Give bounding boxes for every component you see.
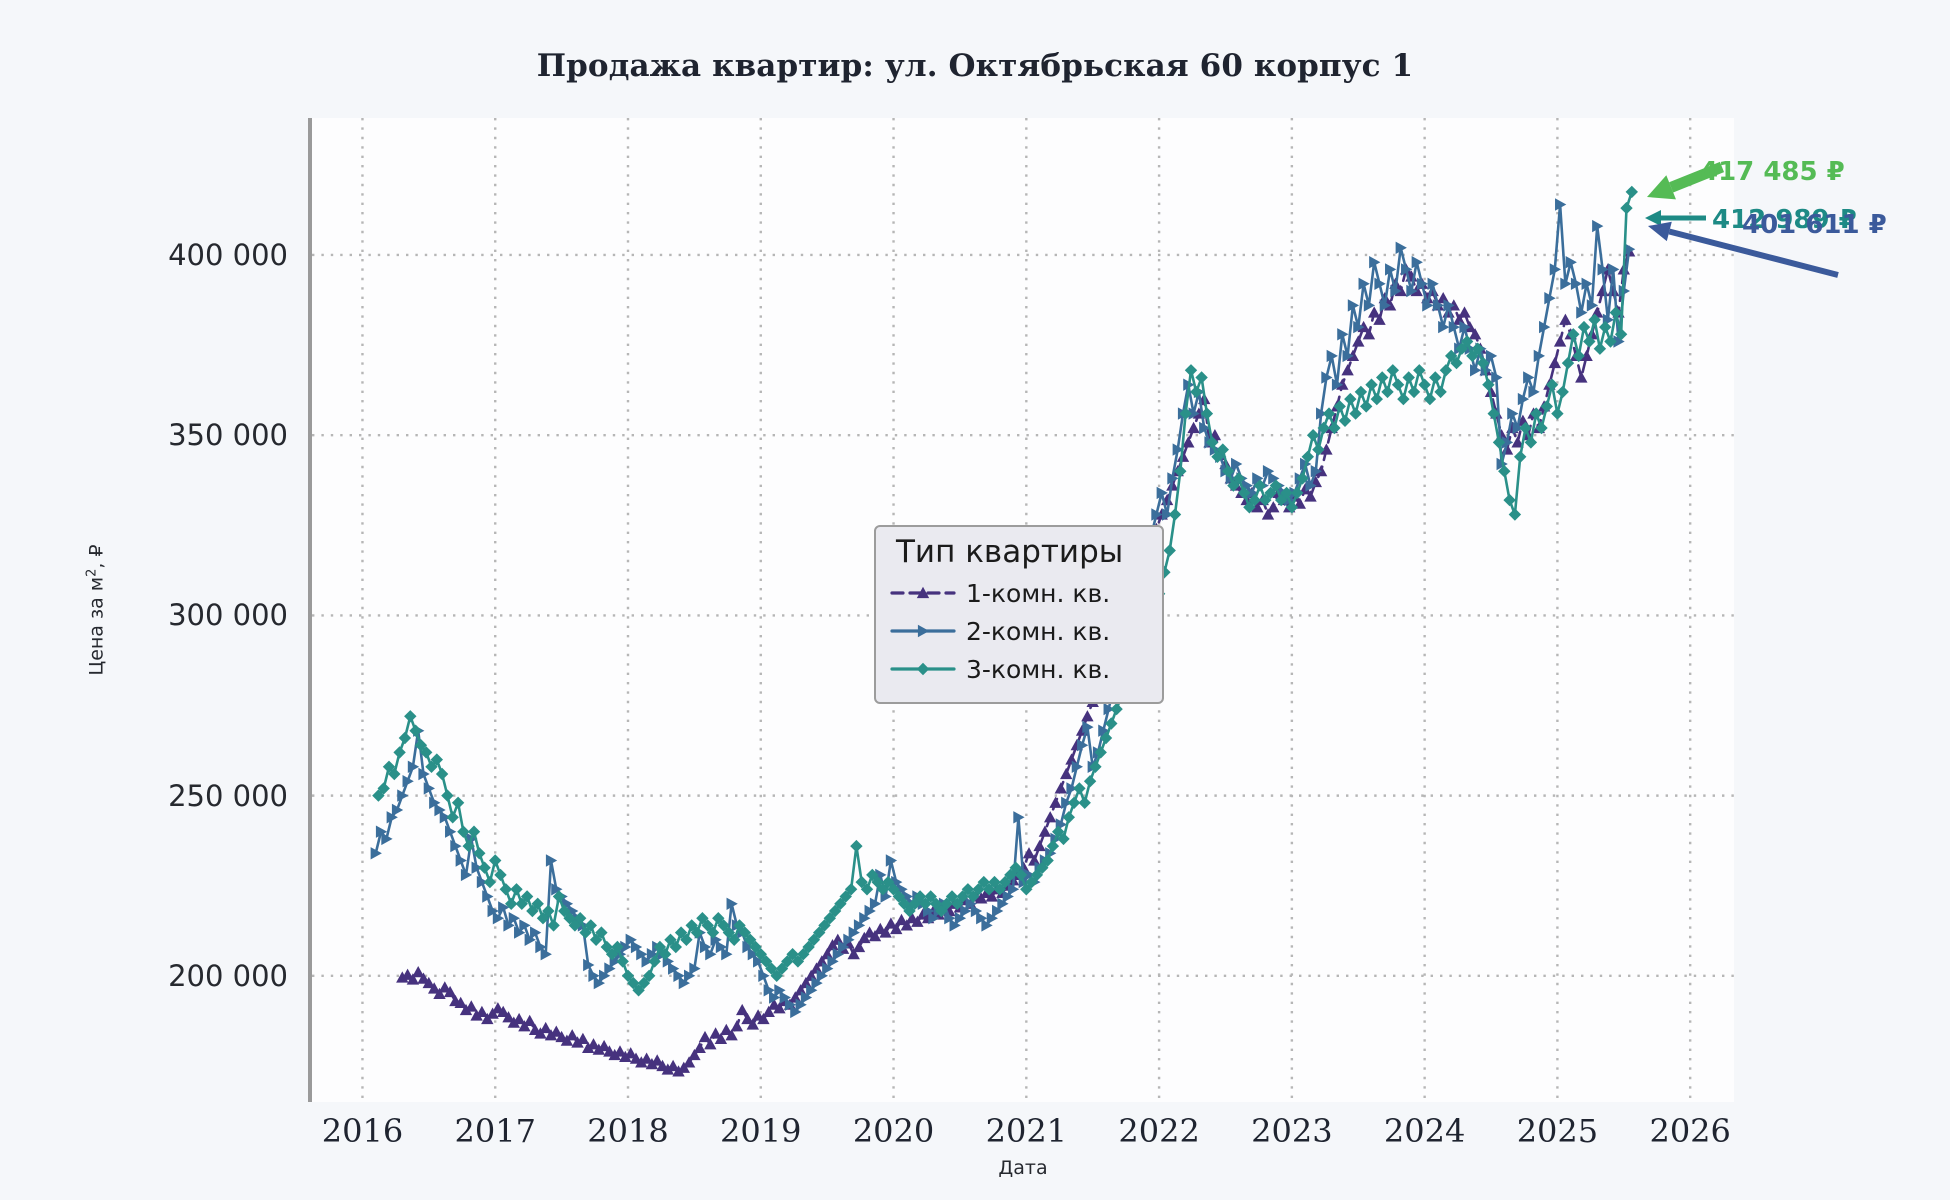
x-tick-label: 2019 — [720, 1112, 802, 1150]
y-tick-label: 400 000 — [168, 237, 288, 272]
legend-swatch-triangle-right-icon — [890, 624, 956, 638]
y-axis-spine — [308, 118, 312, 1102]
x-tick-label: 2018 — [587, 1112, 669, 1150]
legend-item[interactable]: 1-комн. кв. — [890, 574, 1148, 612]
x-tick-label: 2024 — [1383, 1112, 1466, 1150]
x-tick-label: 2025 — [1516, 1112, 1599, 1150]
x-tick-label: 2020 — [852, 1112, 935, 1150]
y-tick-label: 200 000 — [168, 958, 288, 993]
x-tick-label: 2021 — [985, 1112, 1068, 1150]
page-title: Продажа квартир: ул. Октябрьская 60 корп… — [536, 48, 1414, 84]
legend-item[interactable]: 3-комн. кв. — [890, 650, 1148, 688]
legend-item-label: 2-комн. кв. — [966, 616, 1111, 646]
x-tick-label: 2017 — [454, 1112, 536, 1150]
y-axis-label-exponent: 2 — [84, 568, 100, 577]
y-tick-label: 350 000 — [168, 418, 288, 453]
legend-swatch-triangle-up-icon — [890, 586, 956, 599]
legend-item-label: 3-комн. кв. — [966, 654, 1111, 684]
annotation-label-2: 412 989 ₽ — [1712, 205, 1857, 235]
x-tick-label: 2026 — [1649, 1112, 1731, 1150]
annotation-label-1: 417 485 ₽ — [1700, 157, 1845, 187]
annotation-label-3: 401 611 ₽ — [1742, 210, 1887, 240]
legend-rows: 1-комн. кв. 2-комн. кв. 3-комн. кв. — [890, 574, 1148, 688]
legend-item[interactable]: 2-комн. кв. — [890, 612, 1148, 650]
y-axis-label: Цена за м2, ₽ — [84, 544, 107, 675]
y-axis-label-text: Цена за м — [85, 576, 108, 676]
legend-item-label: 1-комн. кв. — [966, 578, 1111, 608]
x-tick-label: 2022 — [1118, 1112, 1200, 1150]
x-axis-label: Дата — [998, 1157, 1048, 1179]
legend[interactable]: Тип квартиры 1-комн. кв. 2-комн. кв. 3-ком… — [874, 525, 1164, 704]
y-axis-label-unit: , ₽ — [85, 544, 108, 569]
x-tick-label: 2023 — [1251, 1112, 1333, 1150]
legend-title: Тип квартиры — [896, 534, 1124, 570]
y-tick-label: 250 000 — [168, 778, 288, 813]
y-tick-label: 300 000 — [168, 598, 288, 633]
x-tick-label: 2016 — [321, 1112, 404, 1150]
legend-swatch-diamond-icon — [890, 662, 956, 676]
